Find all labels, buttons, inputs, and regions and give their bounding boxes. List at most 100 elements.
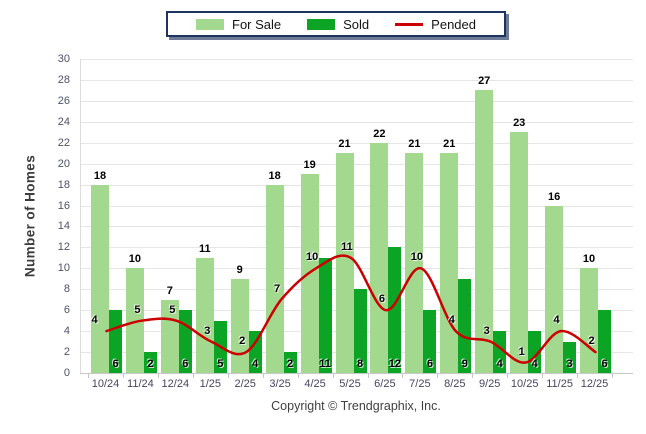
pended-value-label: 5: [169, 303, 176, 316]
x-tick-mark: [227, 374, 229, 378]
gridline: [81, 163, 633, 165]
bar-for-sale: [230, 278, 249, 373]
legend-item-for-sale: For Sale: [196, 17, 281, 32]
sold-value-label: 6: [182, 358, 189, 370]
x-axis-label: 9/25: [478, 378, 501, 390]
x-axis-label: 11/25: [546, 378, 573, 390]
pended-value-label: 6: [378, 293, 385, 306]
for-sale-value-label: 23: [513, 117, 526, 130]
x-tick-mark: [122, 374, 124, 378]
y-tick-label: 12: [57, 241, 70, 254]
legend-label-sold: Sold: [343, 16, 370, 32]
bar-for-sale: [440, 153, 459, 373]
bar-for-sale: [195, 257, 214, 373]
y-tick-label: 6: [63, 304, 70, 317]
y-tick-label: 0: [63, 367, 70, 379]
gridline: [81, 100, 633, 102]
sold-value-label: 9: [461, 358, 468, 370]
pended-value-label: 1: [518, 345, 525, 358]
gridline: [81, 226, 633, 228]
bar-for-sale: [335, 153, 354, 373]
bar-for-sale: [91, 184, 109, 373]
gridline: [81, 79, 633, 81]
y-tick-label: 2: [63, 346, 70, 359]
y-tick-label: 16: [57, 199, 70, 212]
bar-sold: [528, 331, 542, 373]
for-sale-value-label: 7: [166, 284, 173, 297]
y-tick-label: 18: [57, 178, 70, 191]
x-axis-label: 2/25: [234, 378, 256, 390]
x-tick-mark: [262, 374, 264, 378]
x-tick-mark: [612, 374, 613, 378]
y-tick-label: 28: [57, 73, 70, 86]
for-sale-value-label: 21: [338, 138, 351, 151]
gridline: [81, 59, 633, 60]
for-sale-swatch-icon: [196, 18, 224, 30]
x-tick-mark: [437, 374, 439, 378]
for-sale-value-label: 10: [582, 253, 596, 266]
pended-value-label: 7: [274, 282, 281, 295]
gridline: [81, 247, 633, 249]
copyright-text: Copyright © Trendgraphix, Inc.: [271, 399, 441, 413]
bar-sold: [598, 310, 611, 373]
bar-for-sale: [580, 268, 598, 373]
pended-value-label: 3: [483, 324, 490, 337]
y-tick-label: 10: [57, 262, 70, 275]
x-axis-label: 8/25: [444, 378, 466, 390]
pended-value-label: 2: [588, 335, 595, 348]
for-sale-value-label: 27: [478, 75, 491, 88]
for-sale-value-label: 9: [236, 263, 243, 276]
sold-value-label: 4: [252, 358, 259, 370]
for-sale-value-label: 22: [373, 127, 386, 140]
bar-sold: [493, 331, 507, 373]
x-tick-mark: [88, 374, 89, 378]
sold-value-label: 3: [566, 358, 573, 370]
for-sale-value-label: 21: [443, 138, 456, 151]
x-tick-mark: [297, 374, 299, 378]
legend: For Sale Sold Pended: [166, 11, 506, 37]
bar-for-sale: [405, 153, 424, 373]
sold-value-label: 8: [356, 358, 364, 370]
bar-sold: [353, 289, 367, 373]
bar-sold: [318, 257, 332, 373]
plot-area: 18 6 4 10 2 5 7 6 5 11 5 3 9 4 2 18 2 7 19 11 10 21 8 11 22 12 6 21…: [80, 59, 633, 374]
pended-value-label: 2: [239, 335, 246, 348]
sold-value-label: 6: [601, 358, 608, 370]
x-axis-label: 6/25: [374, 378, 396, 390]
x-tick-mark: [332, 374, 334, 378]
bar-for-sale: [370, 142, 389, 373]
x-axis-label: 12/24: [161, 378, 190, 390]
pended-value-label: 4: [553, 314, 560, 327]
pended-value-label: 10: [305, 251, 319, 264]
x-axis-label: 4/25: [304, 378, 326, 390]
legend-label-pended: Pended: [431, 16, 476, 32]
y-tick-label: 22: [57, 136, 70, 149]
x-axis-label: 1/25: [199, 378, 221, 390]
x-axis-label: 12/25: [580, 378, 609, 390]
gridline: [81, 142, 633, 144]
bar-sold: [283, 352, 297, 373]
sold-value-label: 2: [147, 358, 154, 370]
sold-value-label: 5: [217, 358, 224, 370]
x-axis-label: 5/25: [339, 378, 361, 390]
legend-item-pended: Pended: [395, 17, 476, 32]
for-sale-value-label: 18: [93, 169, 107, 182]
gridline: [81, 184, 633, 186]
x-axis-label: 11/24: [127, 378, 154, 390]
for-sale-value-label: 21: [408, 138, 421, 151]
y-tick-label: 4: [63, 325, 70, 338]
for-sale-value-label: 16: [547, 190, 561, 203]
sold-value-label: 6: [112, 358, 119, 370]
sold-value-label: 12: [388, 358, 402, 370]
x-tick-mark: [192, 374, 194, 378]
x-tick-mark: [542, 374, 544, 378]
pended-value-label: 4: [448, 314, 455, 327]
pended-value-label: 11: [341, 240, 353, 253]
pended-line-icon: [395, 22, 424, 26]
sold-value-label: 2: [287, 358, 294, 370]
bar-for-sale: [265, 184, 284, 373]
legend-label-for-sale: For Sale: [232, 16, 282, 32]
sold-value-label: 11: [319, 358, 331, 370]
pended-value-label: 10: [410, 251, 424, 264]
bar-for-sale: [475, 90, 494, 373]
